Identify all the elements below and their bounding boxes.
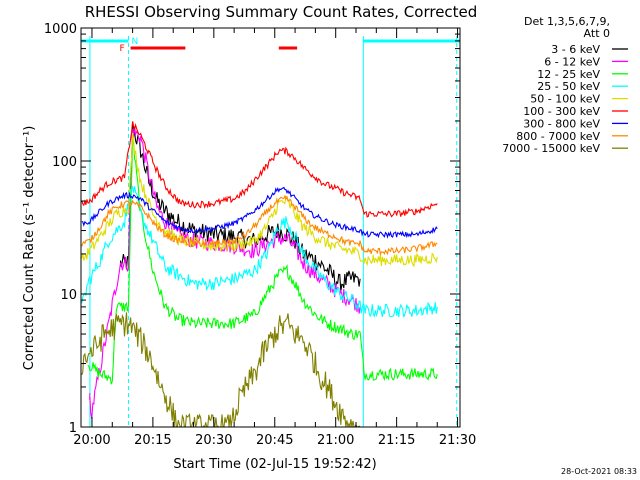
legend-header-line-2: Att 0 <box>584 27 610 40</box>
y-tick-label-1: 1 <box>69 421 77 436</box>
legend-header-line-1: Det 1,3,5,6,7,9, <box>524 15 610 28</box>
f-label: F <box>120 44 125 54</box>
x-tick-label-3: 20:30 <box>195 433 232 448</box>
series-line-7 <box>81 186 438 239</box>
series-line-6 <box>81 121 438 218</box>
legend-label-7: 300 - 800 keV <box>523 117 600 130</box>
x-tick-label-2: 20:15 <box>134 433 171 448</box>
series-line-3 <box>87 138 438 385</box>
legend-label-3: 12 - 25 keV <box>537 68 600 81</box>
series-line-8 <box>81 194 438 256</box>
x-tick-label-7: 21:30 <box>439 433 476 448</box>
y-axis-label: Corrected Count Rate (s⁻¹ detector⁻¹) <box>22 126 37 371</box>
n-label: N <box>132 37 139 47</box>
legend-label-8: 800 - 7000 keV <box>516 130 600 143</box>
legend-label-1: 3 - 6 keV <box>551 43 600 56</box>
legend-label-6: 100 - 300 keV <box>523 105 600 118</box>
series-line-1 <box>119 121 361 292</box>
x-axis-label: Start Time (02-Jul-15 19:52:42) <box>173 457 376 472</box>
plot-frame <box>80 27 461 428</box>
x-tick-label-4: 20:45 <box>256 433 293 448</box>
series-line-5 <box>81 132 438 268</box>
y-tick-label-4: 1000 <box>44 22 77 37</box>
legend-label-9: 7000 - 15000 keV <box>502 142 600 155</box>
y-tick-label-3: 100 <box>52 155 77 170</box>
legend-label-5: 50 - 100 keV <box>530 93 600 106</box>
legend-label-4: 25 - 50 keV <box>537 80 600 93</box>
x-tick-label-6: 21:15 <box>378 433 415 448</box>
series-line-9 <box>81 312 361 427</box>
chart-title: RHESSI Observing Summary Count Rates, Co… <box>85 3 478 21</box>
legend-label-2: 6 - 12 keV <box>544 55 600 68</box>
y-tick-label-2: 10 <box>60 288 77 303</box>
series-group <box>81 121 438 427</box>
series-line-4 <box>81 185 438 318</box>
x-tick-label-5: 21:00 <box>317 433 354 448</box>
x-tick-label-1: 20:00 <box>73 433 110 448</box>
timestamp: 28-Oct-2021 08:33 <box>561 467 637 476</box>
